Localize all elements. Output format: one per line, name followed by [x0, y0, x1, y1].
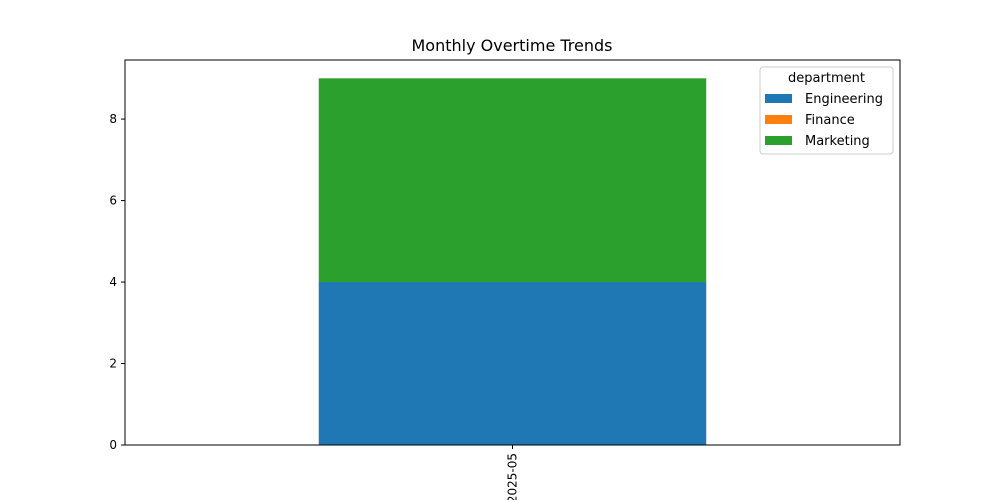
- y-tick-label: 2: [109, 357, 117, 371]
- legend-label-marketing: Marketing: [805, 134, 870, 149]
- y-tick-label: 4: [109, 275, 117, 289]
- legend-swatch-finance: [765, 115, 792, 124]
- y-axis: 0 2 4 6 8: [109, 112, 125, 452]
- y-tick-label: 8: [109, 112, 117, 126]
- y-tick-label: 0: [109, 438, 117, 452]
- bar-segment-marketing: [318, 78, 707, 283]
- y-tick-label: 6: [109, 194, 117, 208]
- bar-segment-engineering: [318, 282, 707, 445]
- bar-stack-group: [318, 78, 707, 445]
- legend-label-engineering: Engineering: [805, 92, 883, 107]
- legend-swatch-marketing: [765, 136, 792, 145]
- legend-label-finance: Finance: [805, 113, 855, 128]
- legend-swatch-engineering: [765, 94, 792, 103]
- chart-title: Monthly Overtime Trends: [412, 36, 613, 55]
- legend: department Engineering Finance Marketing: [759, 66, 894, 155]
- x-axis: 2025-05: [506, 445, 520, 500]
- x-tick-label: 2025-05: [506, 453, 520, 500]
- legend-title: department: [788, 71, 865, 86]
- legend-box: [759, 66, 894, 155]
